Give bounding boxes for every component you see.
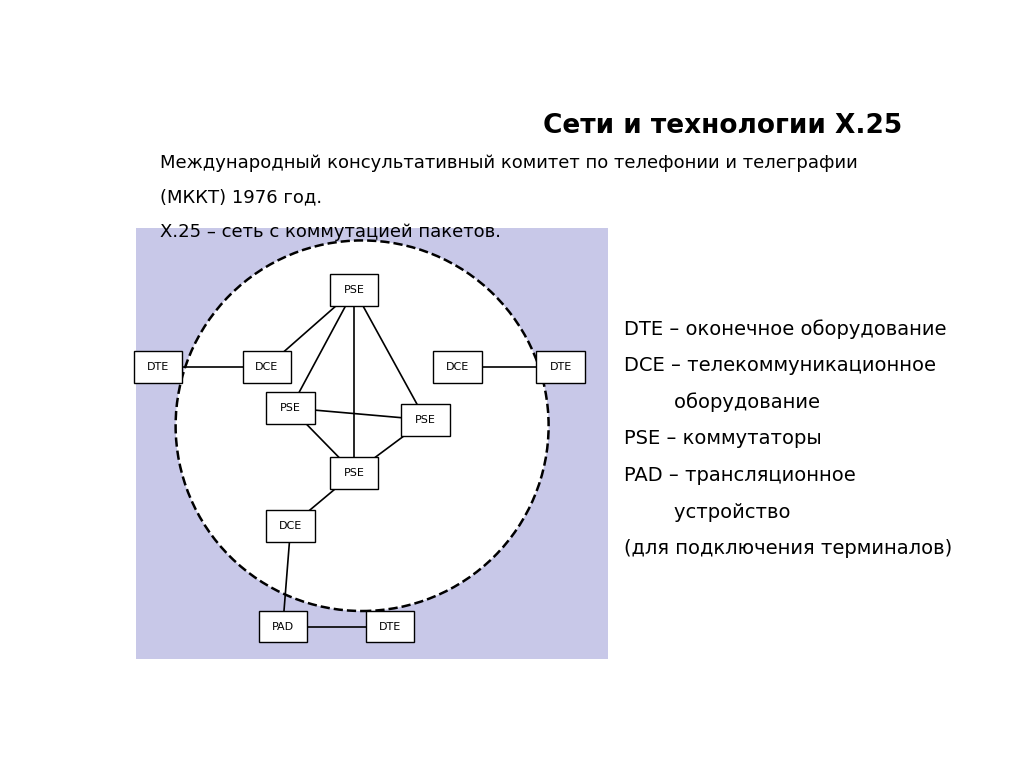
Text: Международный консультативный комитет по телефонии и телеграфии: Международный консультативный комитет по… (160, 154, 857, 172)
Text: DTE: DTE (147, 362, 169, 372)
Text: Сети и технологии Х.25: Сети и технологии Х.25 (543, 113, 902, 139)
Text: PSE: PSE (415, 415, 436, 425)
Text: (для подключения терминалов): (для подключения терминалов) (624, 539, 952, 558)
FancyBboxPatch shape (134, 351, 182, 383)
Text: PSE: PSE (281, 403, 301, 413)
Text: DCE: DCE (255, 362, 279, 372)
Text: PSE: PSE (344, 468, 365, 478)
Text: DCE: DCE (280, 521, 302, 531)
FancyBboxPatch shape (366, 611, 414, 643)
FancyBboxPatch shape (401, 404, 450, 436)
FancyBboxPatch shape (330, 457, 379, 489)
Text: оборудование: оборудование (624, 393, 820, 413)
Text: DCE – телекоммуникационное: DCE – телекоммуникационное (624, 356, 936, 375)
Text: (МККТ) 1976 год.: (МККТ) 1976 год. (160, 189, 322, 206)
Text: устройство: устройство (624, 502, 791, 522)
Ellipse shape (176, 240, 549, 611)
Text: DTE: DTE (550, 362, 571, 372)
Text: DCE: DCE (445, 362, 469, 372)
Text: PSE – коммутаторы: PSE – коммутаторы (624, 430, 821, 448)
Text: PAD – трансляционное: PAD – трансляционное (624, 466, 856, 485)
FancyBboxPatch shape (243, 351, 291, 383)
FancyBboxPatch shape (537, 351, 585, 383)
FancyBboxPatch shape (330, 274, 379, 306)
Text: DTE – оконечное оборудование: DTE – оконечное оборудование (624, 319, 946, 339)
FancyBboxPatch shape (258, 611, 307, 643)
Text: DTE: DTE (379, 621, 401, 631)
Text: PSE: PSE (344, 285, 365, 295)
FancyBboxPatch shape (266, 510, 315, 542)
FancyBboxPatch shape (136, 228, 608, 659)
FancyBboxPatch shape (266, 392, 315, 424)
Text: PAD: PAD (271, 621, 294, 631)
FancyBboxPatch shape (433, 351, 481, 383)
Text: Х.25 – сеть с коммутацией пакетов.: Х.25 – сеть с коммутацией пакетов. (160, 222, 501, 241)
